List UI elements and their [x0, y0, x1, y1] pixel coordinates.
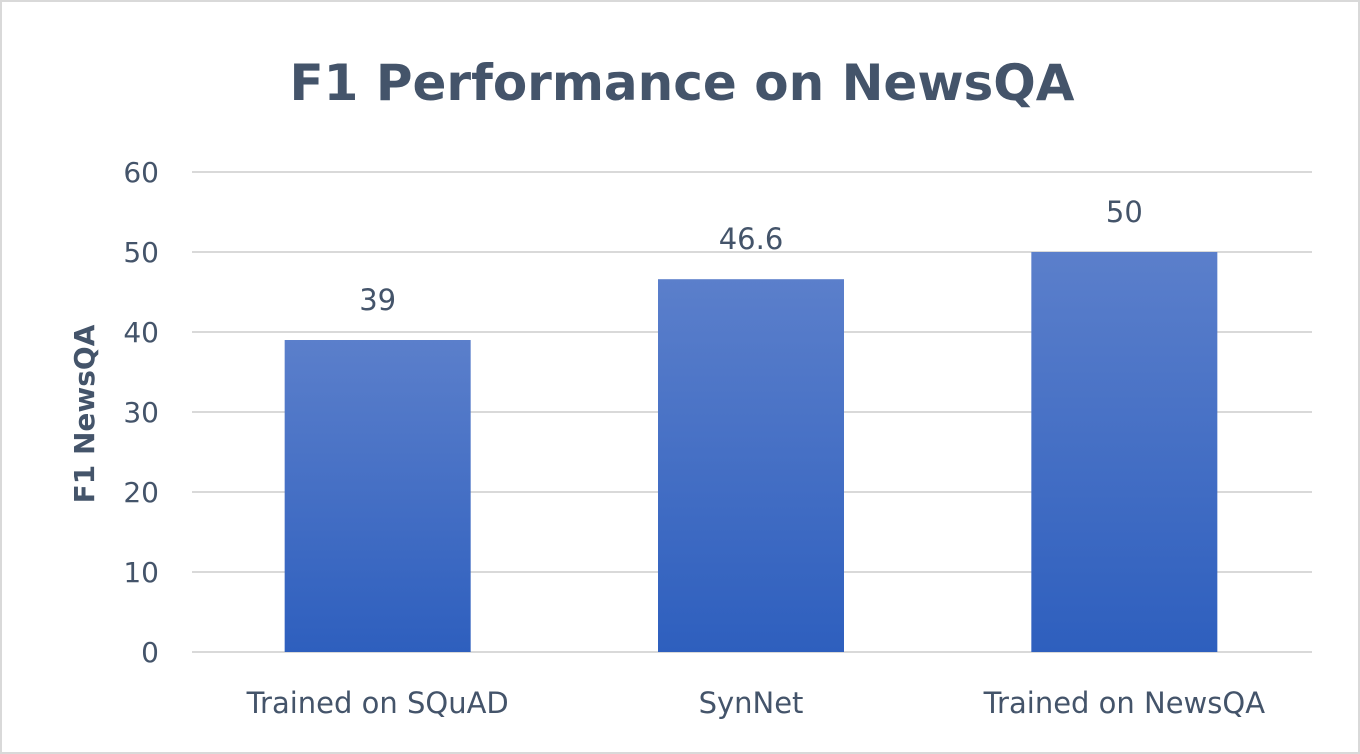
category-label-synnet: SynNet — [699, 686, 804, 720]
data-label-synnet: 46.6 — [719, 222, 784, 256]
y-tick-label-50: 50 — [123, 236, 159, 269]
data-label-trained-on-squad: 39 — [359, 283, 396, 317]
y-tick-label-20: 20 — [123, 476, 159, 509]
bar-trained-on-newsqa — [1031, 252, 1218, 652]
y-tick-label-60: 60 — [123, 156, 159, 189]
y-tick-label-0: 0 — [141, 636, 159, 669]
data-label-trained-on-newsqa: 50 — [1106, 195, 1143, 229]
y-tick-label-40: 40 — [123, 316, 159, 349]
data-labels: 39 46.6 50 — [359, 195, 1143, 317]
bars — [284, 252, 1218, 652]
category-labels: Trained on SQuAD SynNet Trained on NewsQA — [246, 686, 1266, 720]
bar-synnet — [658, 279, 844, 652]
chart-title: F1 Performance on NewsQA — [290, 54, 1075, 112]
y-axis-label: F1 NewsQA — [68, 324, 101, 503]
y-tick-label-30: 30 — [123, 396, 159, 429]
bar-trained-on-squad — [284, 340, 471, 652]
category-label-trained-on-squad: Trained on SQuAD — [246, 686, 509, 720]
y-tick-label-10: 10 — [123, 556, 159, 589]
y-axis-ticks: 0 10 20 30 40 50 60 — [123, 156, 159, 669]
category-label-trained-on-newsqa: Trained on NewsQA — [983, 686, 1266, 720]
